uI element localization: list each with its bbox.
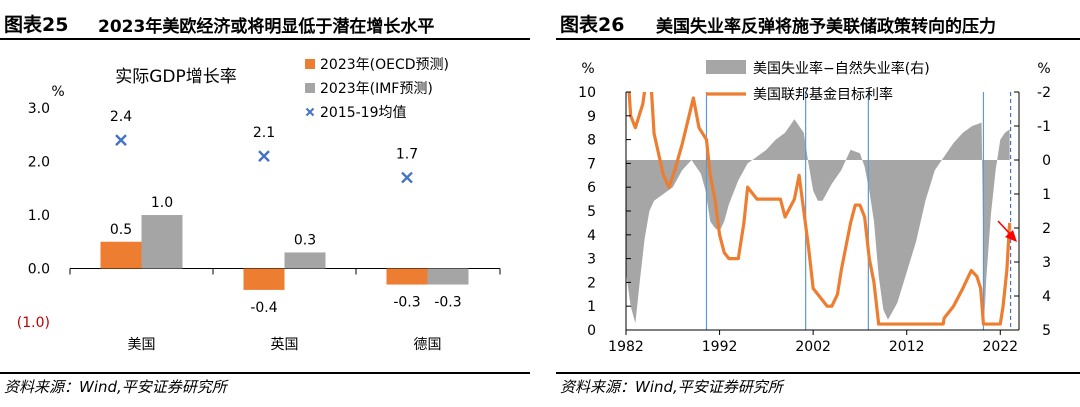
legend-label: 美国失业率−自然失业率(右) <box>753 60 930 77</box>
right-y-tick-label: 0 <box>1042 153 1051 169</box>
x-tick-label: 2012 <box>889 339 925 355</box>
legend-swatch <box>305 59 315 69</box>
y-tick-label: 1.0 <box>28 208 50 224</box>
fed-funds-line <box>627 92 1012 326</box>
figure-title: 2023年美欧经济或将明显低于潜在增长水平 <box>98 17 435 37</box>
bar <box>141 215 183 269</box>
figure-number: 图表26 <box>560 14 625 36</box>
bar <box>243 268 285 290</box>
bar <box>427 268 469 285</box>
category-label: 英国 <box>271 336 299 353</box>
data-labels: 0.5 -0.4 -0.3 1.0 0.3 -0.3 2.4 2.1 1.7 <box>110 109 462 316</box>
legend-swatch <box>305 107 315 117</box>
left-y-tick-label: 8 <box>587 133 596 149</box>
data-label: 2.4 <box>110 109 132 125</box>
y-tick-label: 2.0 <box>28 155 50 171</box>
source-note: 资料来源：Wind,平安证券研究所 <box>560 378 783 396</box>
category-label: 美国 <box>128 337 156 353</box>
left-y-tick-label: 10 <box>578 85 596 101</box>
legend-label: 2015-19均值 <box>320 105 407 121</box>
figure-title: 美国失业率反弹将施予美联储政策转向的压力 <box>656 17 996 37</box>
category-labels: 美国 英国 德国 <box>128 336 442 353</box>
x-tick-label: 1992 <box>702 339 738 355</box>
marker-point <box>258 150 270 162</box>
figure-number: 图表25 <box>4 14 69 36</box>
legend-swatch <box>305 83 315 93</box>
arrow-head <box>1005 230 1017 242</box>
left-y-tick-label: 2 <box>587 275 596 291</box>
legend-swatch <box>706 60 746 74</box>
data-label: 1.0 <box>151 195 173 211</box>
x-ticks: 1982 1992 2002 2012 2022 <box>608 330 1018 355</box>
left-panel: 图表25 2023年美欧经济或将明显低于潜在增长水平 实际GDP增长率 % 3.… <box>0 0 530 407</box>
source-note: 资料来源：Wind,平安证券研究所 <box>4 378 227 396</box>
left-axis-unit: % <box>581 61 594 77</box>
arrow-shaft <box>997 220 1012 236</box>
figure-footer: 资料来源：Wind,平安证券研究所 <box>0 372 530 396</box>
right-y-tick-label: 2 <box>1042 221 1051 237</box>
figure-footer: 资料来源：Wind,平安证券研究所 <box>556 372 1080 396</box>
legend-label: 美国联邦基金目标利率 <box>753 86 893 103</box>
left-y-tick-label: 0 <box>587 323 596 339</box>
right-y-tick-label: 3 <box>1042 255 1051 271</box>
y-tick-label: 3.0 <box>28 101 50 117</box>
left-y-tick-label: 4 <box>587 228 596 244</box>
right-y-tick-label: 5 <box>1042 323 1051 339</box>
right-y-ticks: -2 -1 0 1 2 3 4 5 <box>1014 85 1051 339</box>
left-y-tick-label: 9 <box>587 109 596 125</box>
left-y-tick-label: 3 <box>587 252 596 268</box>
data-label: 1.7 <box>396 147 418 163</box>
data-label: 0.5 <box>110 222 132 238</box>
legend: 2023年(OECD预测) 2023年(IMF预测) 2015-19均值 <box>305 57 449 121</box>
right-panel: 图表26 美国失业率反弹将施予美联储政策转向的压力 % % 10 9 8 7 6 5 4 3 2… <box>556 0 1080 407</box>
data-label: 2.1 <box>253 125 275 141</box>
y-ticks: 3.0 2.0 1.0 0.0 (1.0) <box>17 101 50 331</box>
bar <box>386 268 428 285</box>
legend-label: 2023年(IMF预测) <box>320 81 433 97</box>
y-tick-label: (1.0) <box>17 315 50 331</box>
data-label: -0.4 <box>250 300 277 316</box>
right-y-tick-label: 4 <box>1042 289 1051 305</box>
legend: 美国失业率−自然失业率(右) 美国联邦基金目标利率 <box>706 60 930 103</box>
right-y-tick-label: -1 <box>1037 119 1051 135</box>
x-tick-label: 2002 <box>795 339 831 355</box>
left-y-tick-label: 6 <box>587 180 596 196</box>
left-y-tick-label: 5 <box>587 204 596 220</box>
right-y-tick-label: 1 <box>1042 187 1051 203</box>
marker-point <box>115 134 127 146</box>
x-tick-label: 2022 <box>982 339 1018 355</box>
bars <box>100 215 469 290</box>
bar <box>284 252 326 269</box>
legend-label: 2023年(OECD预测) <box>320 57 449 73</box>
y-tick-label: 0.0 <box>28 262 50 278</box>
gdp-growth-chart: 实际GDP增长率 % 3.0 2.0 1.0 0.0 (1.0) 0.5 -0.4 -0.3… <box>17 57 501 353</box>
gap-area <box>626 119 1010 324</box>
x-tick-label: 1982 <box>608 339 644 355</box>
avg-markers <box>115 134 413 184</box>
fed-funds-line <box>627 92 1012 326</box>
y-axis-label: % <box>51 84 64 100</box>
left-y-tick-label: 1 <box>587 299 596 315</box>
red-arrow-annotation <box>997 220 1017 242</box>
gap-area-series <box>626 119 1010 324</box>
marker-point <box>401 171 413 184</box>
figure-header: 图表25 2023年美欧经济或将明显低于潜在增长水平 <box>0 4 530 40</box>
recession-markers <box>705 92 1012 330</box>
bar <box>100 241 142 269</box>
figure-header: 图表26 美国失业率反弹将施予美联储政策转向的压力 <box>556 4 1080 40</box>
data-label: 0.3 <box>294 232 316 248</box>
data-label: -0.3 <box>393 295 420 311</box>
chart-title: 实际GDP增长率 <box>115 67 237 87</box>
left-y-tick-label: 7 <box>587 156 596 172</box>
category-label: 德国 <box>414 337 442 353</box>
right-y-tick-label: -2 <box>1037 85 1051 101</box>
data-label: -0.3 <box>434 295 461 311</box>
right-axis-unit: % <box>1037 61 1050 77</box>
